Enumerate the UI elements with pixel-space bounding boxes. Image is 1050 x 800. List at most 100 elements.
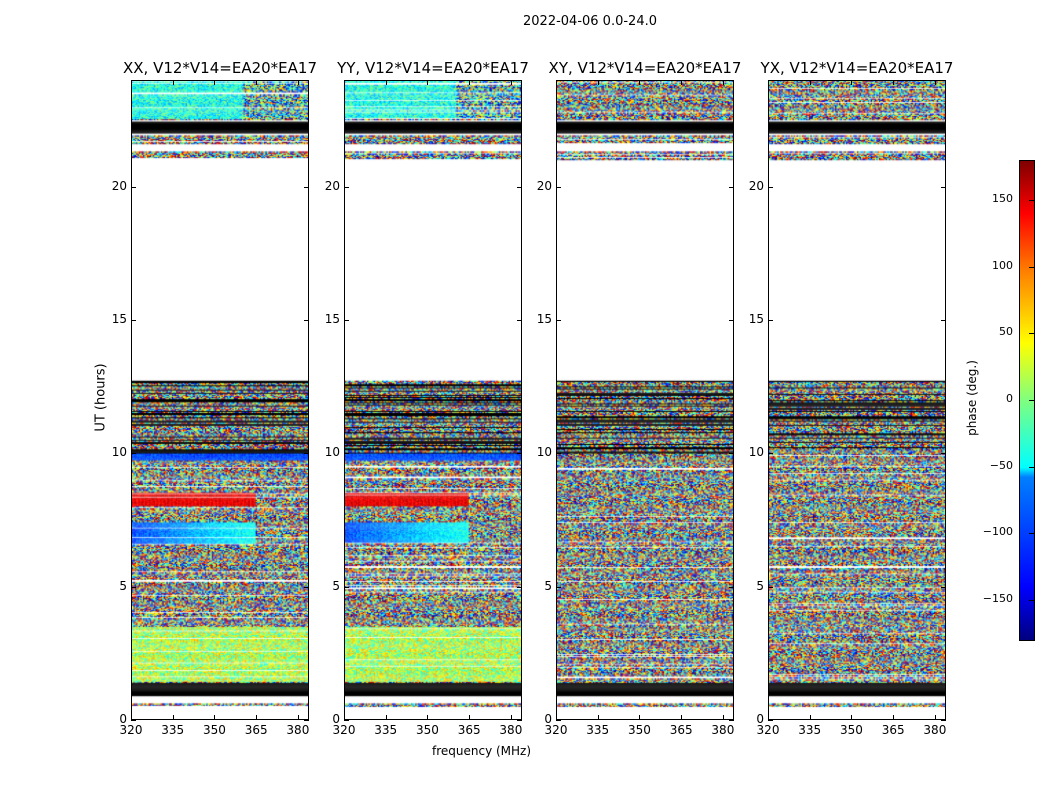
colorbar-tick [1029, 600, 1034, 601]
heatmap-panel-1 [344, 80, 522, 720]
x-tick-label: 335 [374, 723, 398, 737]
x-tick [681, 715, 683, 720]
x-tick [510, 715, 512, 720]
x-tick-label: 380 [286, 723, 310, 737]
y-tick-label: 0 [756, 712, 764, 726]
x-tick [344, 80, 345, 85]
colorbar-tick [1029, 333, 1034, 335]
x-tick [214, 715, 216, 720]
y-tick [304, 720, 309, 721]
y-tick [768, 186, 773, 188]
x-tick [556, 80, 557, 85]
y-tick [131, 453, 136, 455]
y-tick [941, 453, 946, 455]
panel-title: YY, V12*V14=EA20*EA17 [337, 59, 529, 77]
x-tick [172, 715, 174, 720]
x-tick [427, 80, 429, 85]
y-tick-label: 15 [748, 312, 764, 326]
y-tick-label: 15 [111, 312, 127, 326]
x-tick-label: 350 [839, 723, 863, 737]
colorbar-tick-label: 0 [1006, 392, 1013, 405]
x-tick-label: 335 [586, 723, 610, 737]
y-tick [304, 186, 309, 188]
y-tick-label: 10 [536, 445, 552, 460]
y-tick [556, 186, 561, 188]
y-tick [729, 186, 734, 188]
x-tick [385, 715, 387, 720]
y-tick [768, 320, 773, 321]
y-tick [304, 586, 309, 588]
x-tick [297, 80, 299, 85]
x-tick [893, 80, 895, 85]
x-tick [214, 80, 216, 85]
x-tick-label: 380 [499, 723, 523, 737]
heatmap-panel-0 [131, 80, 309, 720]
x-tick [768, 80, 769, 85]
y-tick [729, 453, 734, 455]
x-tick-label: 320 [544, 723, 568, 737]
x-tick-label: 380 [923, 723, 947, 737]
y-tick-label: 5 [544, 578, 552, 593]
y-tick [344, 586, 349, 588]
y-tick-label: 10 [324, 445, 340, 460]
y-tick [729, 586, 734, 588]
colorbar-tick [1029, 466, 1034, 468]
x-axis-label: frequency (MHz) [432, 744, 532, 758]
x-tick [256, 715, 258, 720]
x-tick [172, 80, 174, 85]
x-tick [469, 80, 471, 85]
x-tick [934, 80, 936, 85]
x-tick-label: 365 [881, 723, 905, 737]
colorbar-tick-label: 150 [992, 192, 1013, 205]
y-tick [941, 186, 946, 188]
colorbar-tick [1029, 400, 1034, 401]
y-axis-label: UT (hours) [93, 363, 109, 432]
x-tick-label: 365 [457, 723, 481, 737]
x-tick-label: 320 [756, 723, 780, 737]
y-tick-label: 5 [119, 578, 127, 593]
heatmap-panel-3 [768, 80, 946, 720]
x-tick [639, 715, 641, 720]
y-tick [729, 720, 734, 721]
x-tick-label: 335 [798, 723, 822, 737]
x-tick [809, 80, 811, 85]
x-tick [256, 80, 258, 85]
colorbar-tick [1029, 266, 1034, 268]
x-tick [934, 715, 936, 720]
y-tick [344, 453, 349, 455]
x-tick-label: 335 [161, 723, 185, 737]
x-tick [722, 715, 724, 720]
x-tick [469, 715, 471, 720]
y-tick [131, 320, 136, 321]
x-tick [639, 80, 641, 85]
y-tick [556, 453, 561, 455]
x-tick [131, 80, 132, 85]
colorbar-tick-label: −150 [982, 592, 1013, 605]
x-tick-label: 380 [711, 723, 735, 737]
heatmap-cells [345, 81, 521, 719]
x-tick-label: 350 [627, 723, 651, 737]
x-tick [768, 715, 769, 720]
colorbar [1019, 160, 1035, 641]
colorbar-tick-label: −50 [989, 458, 1013, 472]
x-tick [722, 80, 724, 85]
heatmap-cells [769, 81, 945, 719]
y-tick-label: 5 [756, 578, 764, 593]
x-tick [681, 80, 683, 85]
y-tick-label: 10 [748, 445, 764, 460]
colorbar-tick-label: 50 [999, 325, 1013, 339]
x-tick [851, 715, 853, 720]
figure-title: 2022-04-06 0.0-24.0 [523, 14, 657, 29]
y-tick-label: 15 [324, 312, 340, 326]
x-tick [131, 715, 132, 720]
panel-title: XY, V12*V14=EA20*EA17 [548, 59, 742, 77]
y-tick [131, 586, 136, 588]
x-tick-label: 320 [119, 723, 143, 737]
y-tick [131, 720, 136, 721]
y-tick [131, 186, 136, 188]
y-tick-label: 20 [748, 178, 764, 193]
y-tick [556, 320, 561, 321]
colorbar-tick-label: 100 [992, 258, 1013, 272]
y-tick [517, 453, 522, 455]
